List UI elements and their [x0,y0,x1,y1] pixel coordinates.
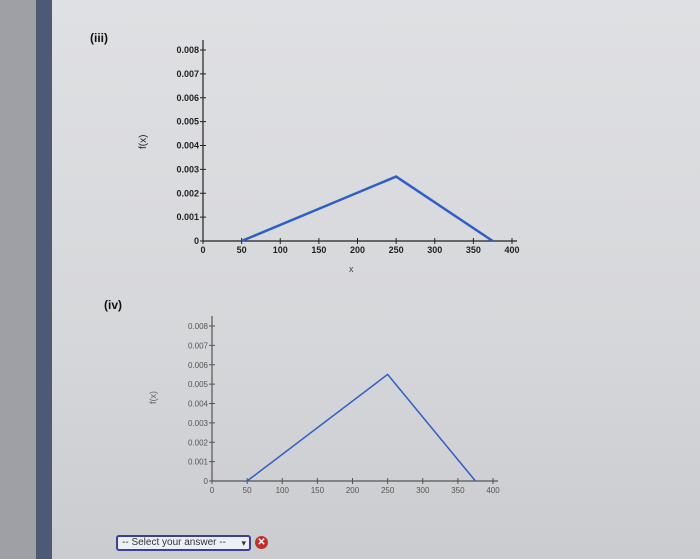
clear-answer-icon[interactable]: ✕ [255,536,268,549]
chart-iii-x-tick-label: 400 [504,245,519,255]
chart-iii-y-tick-label: 0.006 [176,93,199,103]
chart-iv-y-tick-label: 0.005 [188,380,209,389]
chart-iv-x-tick-label: 400 [486,486,500,495]
chart-iii-x-tick-label: 200 [350,245,365,255]
sidebar-dark [36,0,52,559]
chart-iv-x-tick-label: 50 [243,486,252,495]
chart-iii-x-tick-label: 250 [389,245,404,255]
chart-iii-y-tick-label: 0.008 [176,45,199,55]
chart-iii-y-tick-label: 0.005 [176,117,199,127]
chart-iii-x-tick-label: 300 [427,245,442,255]
chart-iv-y-tick-label: 0.001 [188,458,209,467]
chart-iv-y-tick-label: 0.007 [188,341,209,350]
question-page [52,0,700,559]
chart-iv-y-tick-label: 0.004 [188,400,209,409]
chart-iii-y-tick-label: 0.004 [176,141,199,151]
chevron-down-icon: ▾ [241,538,246,548]
chart-iv-y-tick-label: 0.006 [188,361,209,370]
chart-iv-x-tick-label: 100 [276,486,290,495]
chart-iii-ylabel: f(x) [138,135,149,149]
part-iii-label: (iii) [90,31,108,45]
chart-iv-x-tick-label: 300 [416,486,430,495]
chart-iii-x-tick-label: 100 [273,245,288,255]
answer-select[interactable]: -- Select your answer -- ▾ [116,535,251,551]
chart-iii-y-tick-label: 0 [194,236,199,246]
chart-iii-y-tick-label: 0.001 [176,212,199,222]
part-iv-label: (iv) [104,298,122,312]
chart-iv-y-tick-label: 0.008 [188,322,209,331]
chart-iii-x-tick-label: 50 [237,245,247,255]
sidebar-gray [0,0,36,559]
chart-iii-y-tick-label: 0.007 [176,69,199,79]
chart-iii-y-tick-label: 0.002 [176,188,199,198]
chart-iv-x-tick-label: 250 [381,486,395,495]
chart-iii-xlabel: x [349,264,354,274]
chart-iv-x-tick-label: 150 [311,486,325,495]
chart-iv-ylabel: f(x) [148,391,158,404]
chart-iii-y-tick-label: 0.003 [176,164,199,174]
chart-iv-series-line [246,373,477,482]
answer-select-value: -- Select your answer -- [122,537,226,548]
chart-iv-x-tick-label: 0 [210,486,215,495]
chart-iii-x-tick-label: 0 [200,245,205,255]
chart-iv-y-tick-label: 0.003 [188,419,209,428]
chart-iii-x-tick-label: 150 [311,245,326,255]
chart-iv-x-tick-label: 200 [346,486,360,495]
chart-iv-y-tick-label: 0.002 [188,438,209,447]
chart-iii-series-line [241,175,494,243]
chart-iv-x-tick-label: 350 [451,486,465,495]
chart-iii-x-tick-label: 350 [466,245,481,255]
chart-iv-y-tick-label: 0 [204,477,209,486]
